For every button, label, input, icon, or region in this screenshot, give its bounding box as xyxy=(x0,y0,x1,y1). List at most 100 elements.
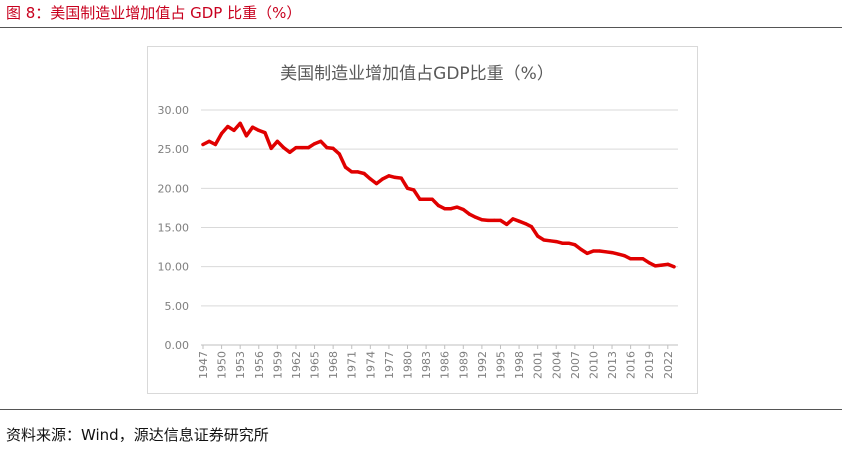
data-point xyxy=(567,241,571,245)
figure-title: 图 8：美国制造业增加值占 GDP 比重（%） xyxy=(6,4,302,22)
data-point xyxy=(461,207,465,212)
data-point xyxy=(257,128,261,132)
data-point xyxy=(641,257,645,261)
x-tick-label: 2022 xyxy=(662,351,675,379)
data-point xyxy=(635,257,639,261)
data-point xyxy=(263,131,267,135)
data-point xyxy=(325,146,329,150)
source-note: 资料来源：Wind，源达信息证券研究所 xyxy=(6,426,269,444)
data-point xyxy=(374,182,379,186)
chart-title: 美国制造业增加值占GDP比重（%） xyxy=(280,64,554,84)
data-point xyxy=(201,142,205,147)
x-tick-label: 1947 xyxy=(197,351,210,379)
data-point xyxy=(282,146,286,150)
bottom-divider xyxy=(0,409,842,410)
data-point xyxy=(573,243,577,247)
y-tick-label: 25.00 xyxy=(158,143,190,156)
data-point xyxy=(356,170,360,174)
data-point xyxy=(381,177,385,181)
data-point xyxy=(213,142,217,147)
data-point xyxy=(579,247,583,251)
data-point xyxy=(660,263,664,267)
x-tick-label: 1968 xyxy=(327,351,340,379)
data-point xyxy=(672,265,676,269)
data-point xyxy=(616,252,620,256)
x-tick-label: 2007 xyxy=(569,351,582,379)
x-tick-label: 2013 xyxy=(606,351,619,379)
data-point xyxy=(436,204,441,208)
x-tick-label: 2001 xyxy=(532,351,545,379)
data-point xyxy=(467,212,472,216)
data-point xyxy=(604,250,608,254)
data-point xyxy=(480,218,484,222)
y-tick-label: 0.00 xyxy=(165,339,190,352)
x-tick-label: 1962 xyxy=(290,351,303,379)
x-tick-label: 1983 xyxy=(420,351,433,379)
data-point xyxy=(269,146,273,150)
data-point xyxy=(536,234,540,238)
x-tick-label: 1965 xyxy=(309,351,322,379)
x-tick-label: 1959 xyxy=(271,351,284,379)
data-point xyxy=(294,146,298,150)
data-point xyxy=(529,225,534,229)
y-tick-label: 5.00 xyxy=(165,300,190,313)
x-tick-label: 1977 xyxy=(383,351,396,379)
series-group xyxy=(201,121,676,269)
data-point xyxy=(430,197,434,201)
data-point xyxy=(337,152,341,156)
data-point xyxy=(666,262,670,266)
data-point xyxy=(443,207,447,211)
data-point xyxy=(207,139,211,143)
data-point xyxy=(591,249,595,253)
x-tick-label: 1995 xyxy=(494,351,507,379)
data-point xyxy=(585,251,589,255)
data-point xyxy=(412,188,416,192)
data-point xyxy=(319,139,323,143)
x-tick-label: 1974 xyxy=(364,351,377,379)
data-point xyxy=(387,174,391,178)
x-tick-label: 1956 xyxy=(253,351,266,379)
data-point xyxy=(275,139,279,143)
data-point xyxy=(455,205,459,209)
y-tick-label: 30.00 xyxy=(158,104,190,117)
x-tick-label: 1980 xyxy=(402,351,415,379)
series-line xyxy=(201,121,676,269)
data-point xyxy=(517,219,521,223)
x-tick-label: 1989 xyxy=(457,351,470,379)
data-point xyxy=(622,254,626,258)
gridlines xyxy=(201,109,678,307)
data-point xyxy=(313,142,317,146)
x-tick-label: 1950 xyxy=(216,351,229,379)
y-axis-ticks: 0.00 5.00 10.00 15.00 20.00 25.00 30.00 xyxy=(158,104,190,352)
data-point xyxy=(418,197,422,201)
x-tick-label: 1971 xyxy=(346,351,359,379)
x-tick-label: 1953 xyxy=(234,351,247,379)
x-tick-label: 2016 xyxy=(625,351,638,379)
x-axis-ticks: 1947 1950 1953 1956 1959 1962 1965 1968 1971 1974… xyxy=(197,345,675,379)
data-point xyxy=(300,146,304,150)
data-point xyxy=(629,257,633,261)
data-point xyxy=(523,222,527,226)
data-point xyxy=(598,249,602,253)
line-chart: 美国制造业增加值占GDP比重（%） 0.00 5.00 10.00 15.00 20.0… xyxy=(158,64,678,379)
data-point xyxy=(232,128,236,132)
data-point xyxy=(350,170,354,174)
data-point xyxy=(226,124,230,129)
data-point xyxy=(238,121,242,125)
data-point xyxy=(511,217,515,221)
data-point xyxy=(331,146,335,150)
data-point xyxy=(449,207,453,211)
data-point xyxy=(548,239,552,243)
data-point xyxy=(542,238,546,242)
data-point xyxy=(647,261,651,265)
data-point xyxy=(244,134,248,138)
x-tick-label: 1992 xyxy=(476,351,489,379)
chart-container: 美国制造业增加值占GDP比重（%） 0.00 5.00 10.00 15.00 20.0… xyxy=(147,46,698,394)
x-tick-label: 2019 xyxy=(643,351,656,379)
x-tick-label: 2004 xyxy=(550,351,563,379)
data-point xyxy=(486,218,490,222)
x-tick-label: 1986 xyxy=(439,351,452,379)
data-point xyxy=(492,218,496,222)
data-point xyxy=(474,215,478,219)
data-point xyxy=(251,125,255,129)
